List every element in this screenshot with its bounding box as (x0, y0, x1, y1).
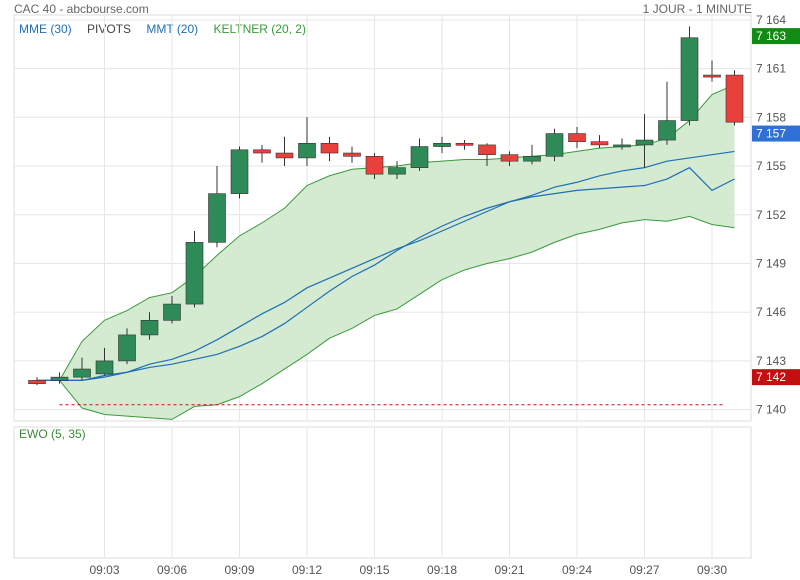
legend-mme-30[interactable]: MME (30) (19, 22, 72, 36)
x-tick-label: 09:15 (359, 563, 389, 577)
candle-body (365, 155, 384, 175)
y-tick-label: 7 149 (756, 256, 786, 270)
chart-title: CAC 40 - abcbourse.com (14, 2, 149, 16)
candle-body (208, 193, 226, 243)
period-label[interactable]: 1 JOUR - 1 MINUTE (642, 2, 752, 16)
candle-body (73, 368, 91, 378)
x-tick-label: 09:12 (292, 563, 322, 577)
candle-body (455, 142, 474, 146)
y-tick-label: 7 143 (756, 354, 786, 368)
y-tick-label: 7 152 (756, 208, 786, 222)
candle-body (388, 167, 406, 175)
candle-body (28, 380, 46, 384)
candle-body (343, 152, 361, 157)
price-badge (752, 28, 800, 45)
indicator-legend: MME (30) PIVOTS MMT (20) KELTNER (20, 2) (19, 22, 318, 36)
x-tick-label: 09:09 (224, 563, 254, 577)
price-badge-label: 7 163 (756, 29, 786, 43)
candle-body (725, 74, 744, 123)
x-tick-label: 09:18 (427, 563, 457, 577)
indicator-panel-frame (13, 426, 752, 559)
candle-body (298, 142, 316, 159)
candle-body (703, 74, 721, 78)
x-tick-label: 09:06 (157, 563, 187, 577)
keltner-band (37, 84, 735, 420)
price-badge-label: 7 142 (756, 370, 786, 384)
candle-body (523, 155, 541, 162)
candle-body (568, 133, 586, 142)
candle-body (95, 360, 114, 375)
legend-keltner[interactable]: KELTNER (20, 2) (213, 22, 306, 36)
candle-body (613, 144, 631, 148)
candle-body (410, 146, 429, 168)
price-panel-frame (13, 14, 752, 422)
x-tick-label: 09:30 (697, 563, 727, 577)
candle-body (680, 37, 699, 121)
candle-body (590, 141, 609, 146)
x-tick-label: 09:21 (494, 563, 524, 577)
y-tick-label: 7 140 (756, 403, 786, 417)
y-tick-label: 7 155 (756, 159, 786, 173)
candle-body (50, 376, 69, 381)
candle-body (185, 242, 204, 305)
price-badge-label: 7 157 (756, 127, 786, 141)
y-tick-label: 7 161 (756, 62, 786, 76)
x-tick-label: 09:03 (89, 563, 119, 577)
price-badge (752, 125, 800, 142)
legend-pivots[interactable]: PIVOTS (87, 22, 132, 36)
x-tick-label: 09:24 (562, 563, 592, 577)
candle-body (275, 152, 294, 159)
y-tick-label: 7 146 (756, 305, 786, 319)
candle-body (500, 154, 519, 162)
x-tick-label: 09:27 (629, 563, 659, 577)
keltner-lower-line (37, 215, 735, 420)
candle-body (118, 334, 136, 362)
candle-body (163, 303, 181, 321)
candle-body (545, 133, 564, 157)
mmt-20-line (37, 166, 735, 381)
price-badge (752, 369, 800, 386)
candle-body (140, 320, 159, 336)
candle-body (433, 142, 451, 147)
candle-body (658, 120, 676, 141)
candle-body (478, 144, 496, 155)
candle-body (635, 139, 654, 146)
ewo-indicator-label: EWO (5, 35) (19, 427, 86, 441)
candle-body (320, 142, 339, 154)
mme-30-line (37, 150, 735, 381)
candle-body (230, 149, 249, 194)
y-tick-label: 7 164 (756, 13, 786, 27)
candle-body (253, 149, 271, 154)
y-tick-label: 7 158 (756, 110, 786, 124)
